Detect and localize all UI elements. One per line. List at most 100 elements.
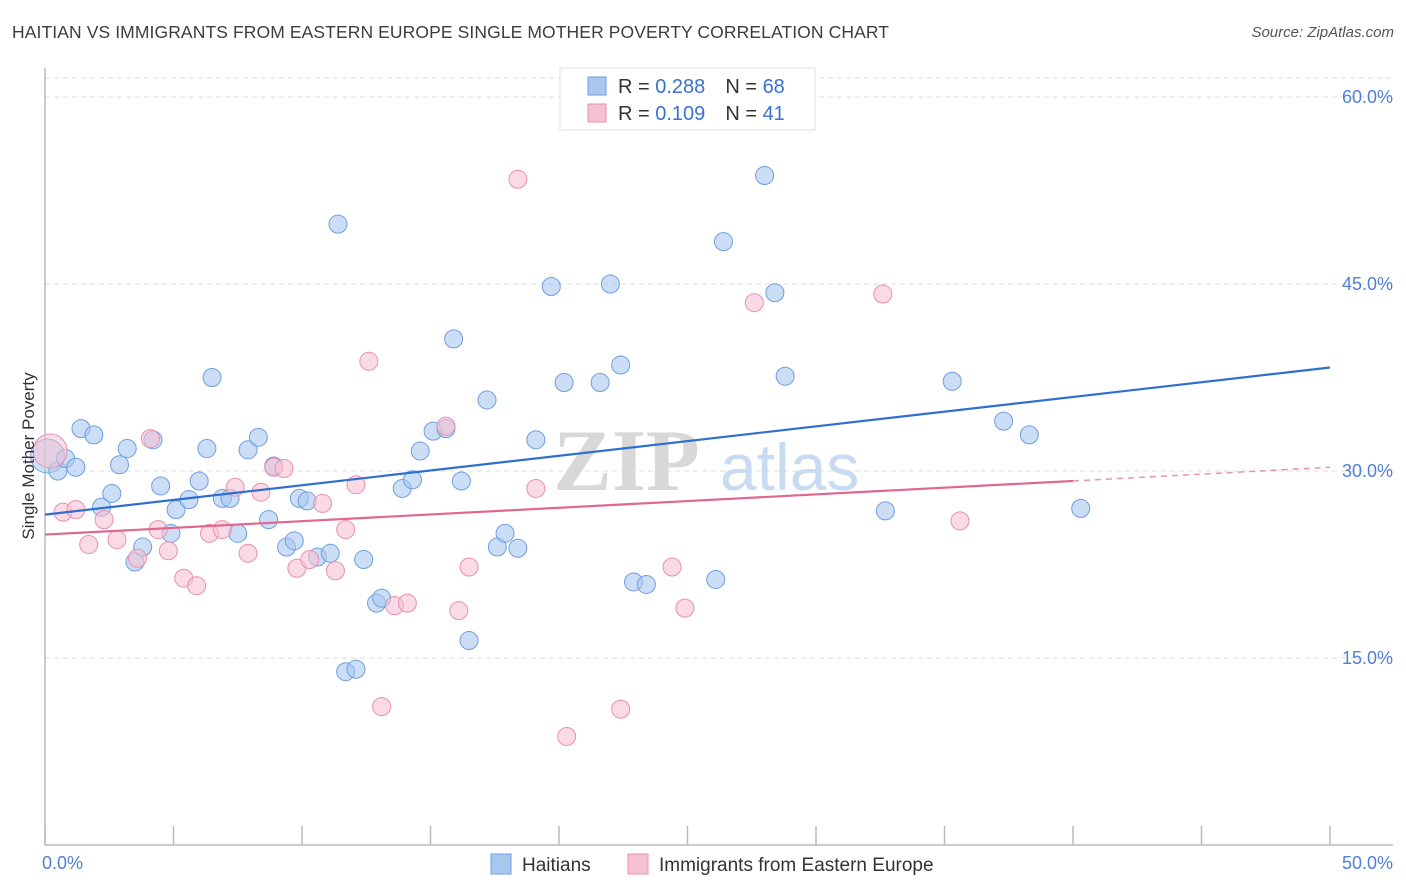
legend-n-value-1: 68: [763, 76, 785, 98]
haitians-point: [102, 483, 122, 503]
eastern-europe-point: [436, 416, 456, 436]
eastern-europe-point: [300, 550, 320, 570]
haitians-point: [248, 427, 268, 447]
eastern-europe-point: [873, 284, 893, 304]
y-tick-label: 45.0%: [1342, 274, 1393, 294]
haitians-point: [600, 274, 620, 294]
legend-n-label-2: N =: [725, 103, 762, 125]
haitians-point: [451, 471, 471, 491]
eastern-europe-point: [140, 429, 160, 449]
eastern-europe-points: [32, 169, 970, 747]
haitians-point: [189, 471, 209, 491]
source-credit: Source: ZipAtlas.com: [1251, 24, 1394, 41]
eastern-europe-trendline-extension: [1072, 466, 1331, 482]
eastern-europe-point: [32, 433, 68, 469]
haitians-point: [765, 283, 785, 303]
legend-n-value-2: 41: [763, 103, 785, 125]
eastern-europe-point: [397, 593, 417, 613]
haitians-point: [1071, 498, 1091, 518]
eastern-europe-point: [94, 510, 114, 530]
haitians-point: [554, 372, 574, 392]
eastern-europe-point: [274, 459, 294, 479]
bottom-legend-label-haitians: Haitians: [522, 855, 591, 876]
haitians-point: [755, 166, 775, 186]
eastern-europe-point: [372, 697, 392, 717]
legend-r-label-1: R =: [618, 76, 655, 98]
eastern-europe-point: [744, 293, 764, 313]
legend-swatch-eastern-europe: [587, 103, 607, 123]
eastern-europe-point: [662, 557, 682, 577]
x-tick-label-min: 0.0%: [42, 853, 83, 873]
eastern-europe-point: [526, 478, 546, 498]
y-tick-label: 60.0%: [1342, 87, 1393, 107]
haitians-point: [66, 457, 86, 477]
eastern-europe-point: [107, 530, 127, 550]
y-tick-label: 30.0%: [1342, 461, 1393, 481]
haitians-point: [590, 372, 610, 392]
chart-title: HAITIAN VS IMMIGRANTS FROM EASTERN EUROP…: [12, 22, 890, 42]
legend-row-2: R = 0.109 N = 41: [618, 103, 785, 125]
haitians-point: [459, 631, 479, 651]
watermark-atlas: atlas: [720, 430, 859, 504]
haitians-point: [238, 440, 258, 460]
haitians-point: [151, 476, 171, 496]
haitians-point: [259, 510, 279, 530]
eastern-europe-trendline: [44, 479, 1074, 536]
haitians-point: [994, 411, 1014, 431]
legend-r-value-1: 0.288: [655, 76, 705, 98]
haitians-point: [328, 214, 348, 234]
haitians-point: [526, 430, 546, 450]
eastern-europe-point: [449, 601, 469, 621]
haitians-trendline: [44, 366, 1331, 516]
watermark-zip: ZIP: [553, 413, 700, 510]
eastern-europe-point: [238, 543, 258, 563]
eastern-europe-point: [675, 598, 695, 618]
haitians-point: [477, 390, 497, 410]
haitians-point: [202, 368, 222, 387]
eastern-europe-point: [336, 520, 356, 540]
eastern-europe-point: [187, 576, 207, 596]
haitians-point: [117, 439, 137, 459]
haitians-point: [942, 371, 962, 391]
haitians-point: [495, 523, 515, 543]
haitians-point: [110, 455, 130, 475]
eastern-europe-point: [325, 561, 345, 581]
eastern-europe-point: [158, 541, 178, 561]
haitians-point: [611, 355, 631, 375]
haitians-point: [636, 574, 656, 594]
haitians-point: [84, 425, 104, 445]
eastern-europe-point: [212, 520, 232, 540]
haitians-point: [875, 501, 895, 521]
y-tick-label: 15.0%: [1342, 648, 1393, 668]
eastern-europe-point: [359, 351, 379, 371]
series-legend: Haitians Immigrants from Eastern Europe: [490, 853, 934, 876]
haitians-point: [410, 441, 430, 461]
haitians-point: [713, 232, 733, 252]
bottom-legend-swatch-eastern-europe: [627, 853, 649, 875]
haitians-point: [508, 538, 528, 558]
eastern-europe-point: [79, 535, 99, 555]
eastern-europe-point: [508, 169, 528, 189]
haitians-point: [284, 531, 304, 551]
haitians-point: [403, 470, 423, 490]
eastern-europe-point: [313, 493, 333, 513]
legend-swatch-haitians: [587, 76, 607, 96]
eastern-europe-point: [950, 511, 970, 531]
haitians-point: [775, 366, 795, 386]
haitians-point: [1019, 425, 1039, 445]
trendlines: [44, 366, 1331, 536]
stats-legend: R = 0.288 N = 68 R = 0.109 N = 41: [559, 67, 816, 131]
haitians-point: [706, 569, 726, 589]
legend-r-label-2: R =: [618, 103, 655, 125]
legend-n-label-1: N =: [725, 76, 762, 98]
haitians-point: [541, 276, 561, 296]
legend-row-1: R = 0.288 N = 68: [618, 76, 785, 98]
x-tick-label-max: 50.0%: [1342, 853, 1393, 873]
haitians-point: [354, 550, 374, 570]
eastern-europe-point: [128, 548, 148, 568]
eastern-europe-point: [611, 699, 631, 719]
bottom-legend-swatch-haitians: [490, 853, 512, 875]
eastern-europe-point: [251, 482, 271, 502]
eastern-europe-point: [557, 727, 577, 747]
